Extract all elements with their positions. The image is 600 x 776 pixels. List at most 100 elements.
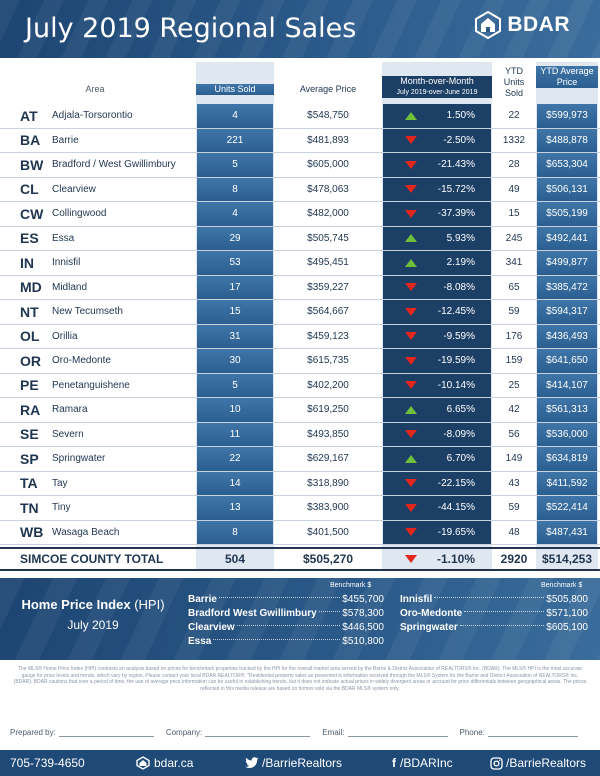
table-row: NT New Tecumseth 15 $564,667 -12.45% 59 $594,3… (0, 300, 600, 325)
table-row: IN Innisfil 53 $495,451 2.19% 341 $499,877 (0, 251, 600, 276)
average-price-cell: $619,250 (307, 404, 349, 416)
average-price-cell: $401,500 (307, 526, 349, 538)
mom-change-value: -10.14% (437, 379, 475, 391)
ytd-avg-price-cell: $634,819 (537, 447, 597, 471)
footer-website[interactable]: bdar.ca (136, 756, 193, 770)
area-code: SE (20, 426, 39, 443)
area-code: PE (20, 377, 39, 394)
hpi-date: July 2019 (67, 618, 119, 632)
col-header-mom-label: Month-over-Month (400, 76, 474, 86)
arrow-down-icon (405, 307, 417, 316)
table-row: AT Adjala-Torsorontio 4 $548,750 1.50% 22 $599… (0, 104, 600, 129)
hpi-area-name: Essa (188, 635, 212, 647)
phone-label: Phone: (459, 728, 485, 737)
mom-change-value: 2.19% (446, 257, 475, 269)
mom-change-cell: -10.14% (383, 373, 491, 397)
email-label: Email: (322, 728, 345, 737)
arrow-down-icon (405, 555, 417, 563)
col-header-units: Units Sold (196, 84, 274, 95)
mom-change-value: 1.50% (446, 110, 475, 122)
area-code: CL (20, 181, 39, 198)
prepared-by-line[interactable] (58, 728, 154, 737)
average-price-cell: $629,167 (307, 453, 349, 465)
average-price-cell: $459,123 (307, 330, 349, 342)
mom-change-cell: -8.09% (383, 422, 491, 446)
units-sold-cell: 31 (197, 324, 273, 348)
hpi-leader-dots (464, 611, 545, 612)
footer-facebook[interactable]: f /BDARInc (392, 756, 453, 770)
mom-change-cell: -21.43% (383, 153, 491, 177)
total-average-price-cell: $505,270 (302, 552, 354, 566)
hpi-leader-dots (459, 625, 545, 626)
brand-logo[interactable]: BDAR (474, 11, 570, 39)
page-footer: 705-739-4650 bdar.ca /BarrieRealtors f /… (0, 750, 600, 776)
area-name: Severn (52, 428, 84, 440)
table-row: TN Tiny 13 $383,900 -44.15% 59 $522,414 (0, 496, 600, 521)
mom-change-value: -8.08% (443, 281, 475, 293)
hpi-leader-dots (434, 597, 545, 598)
hpi-item: Innisfil $505,800 (400, 592, 588, 606)
area-name: Ramara (52, 404, 88, 416)
mom-change-cell: -2.50% (383, 128, 491, 152)
mom-change-value: -8.09% (443, 428, 475, 440)
mom-change-cell: -37.39% (383, 202, 491, 226)
prepared-by-field[interactable]: Prepared by: (10, 728, 154, 737)
ytd-units-cell: 65 (508, 281, 520, 293)
area-code: CW (20, 205, 44, 222)
email-field[interactable]: Email: (322, 728, 448, 737)
table-row: BA Barrie 221 $481,893 -2.50% 1332 $488,878 (0, 128, 600, 153)
arrow-down-icon (405, 503, 417, 512)
average-price-cell: $359,227 (307, 281, 349, 293)
footer-phone-text: 705-739-4650 (10, 756, 85, 770)
hpi-section: Home Price Index (HPI) July 2019 Benchma… (0, 578, 600, 660)
company-line[interactable] (205, 728, 311, 737)
hpi-area-name: Oro-Medonte (400, 607, 463, 619)
area-code: IN (20, 254, 34, 271)
footer-twitter[interactable]: /BarrieRealtors (245, 756, 342, 770)
area-code: BW (20, 156, 44, 173)
email-line[interactable] (347, 728, 448, 737)
mom-change-value: -12.45% (437, 306, 475, 318)
area-name: Collingwood (52, 208, 107, 220)
col-header-ytd-avg: YTD Average Price (536, 66, 598, 88)
total-row: SIMCOE COUNTY TOTAL 504 $505,270 -1.10% 2920… (0, 547, 600, 571)
hpi-leader-dots (318, 611, 341, 612)
mom-change-cell: -19.59% (383, 349, 491, 373)
footer-website-text: bdar.ca (154, 756, 194, 770)
area-name: Tiny (52, 502, 71, 514)
sales-table-body: AT Adjala-Torsorontio 4 $548,750 1.50% 22 $599… (0, 104, 600, 571)
arrow-up-icon (405, 234, 417, 243)
area-name: Clearview (52, 183, 96, 195)
bdar-logo-icon (475, 11, 502, 39)
hpi-item: Barrie $455,700 (188, 592, 384, 606)
arrow-down-icon (405, 209, 417, 218)
hpi-title-abbr: (HPI) (134, 597, 165, 612)
footer-instagram[interactable]: /BarrieRealtors (490, 756, 586, 770)
col-header-avg: Average Price (299, 84, 357, 94)
mom-change-value: 6.70% (446, 453, 475, 465)
ytd-units-cell: 28 (508, 159, 520, 171)
ytd-avg-price-cell: $492,441 (537, 226, 597, 250)
ytd-avg-price-cell: $488,878 (537, 128, 597, 152)
footer-phone[interactable]: 705-739-4650 (10, 756, 85, 770)
table-row: CL Clearview 8 $478,063 -15.72% 49 $506,131 (0, 177, 600, 202)
arrow-up-icon (405, 405, 417, 414)
units-sold-cell: 10 (197, 398, 273, 422)
phone-field[interactable]: Phone: (460, 728, 578, 737)
ytd-units-cell: 59 (508, 502, 520, 514)
average-price-cell: $548,750 (307, 110, 349, 122)
brand-name: BDAR (507, 13, 570, 36)
hpi-area-name: Bradford West Gwillimbury (188, 607, 317, 619)
phone-line[interactable] (487, 728, 578, 737)
units-sold-cell: 8 (197, 520, 273, 544)
area-code: RA (20, 401, 41, 418)
mom-change-value: -9.59% (443, 330, 475, 342)
company-field[interactable]: Company: (166, 728, 311, 737)
hpi-area-name: Clearview (188, 621, 235, 633)
mom-change-value: -19.65% (437, 526, 475, 538)
table-row: BW Bradford / West Gwillimbury 5 $605,000 -2… (0, 153, 600, 178)
area-code: AT (20, 107, 38, 124)
units-sold-cell: 53 (197, 251, 273, 275)
hpi-area-name: Springwater (400, 621, 458, 633)
ytd-avg-price-cell: $561,313 (537, 398, 597, 422)
